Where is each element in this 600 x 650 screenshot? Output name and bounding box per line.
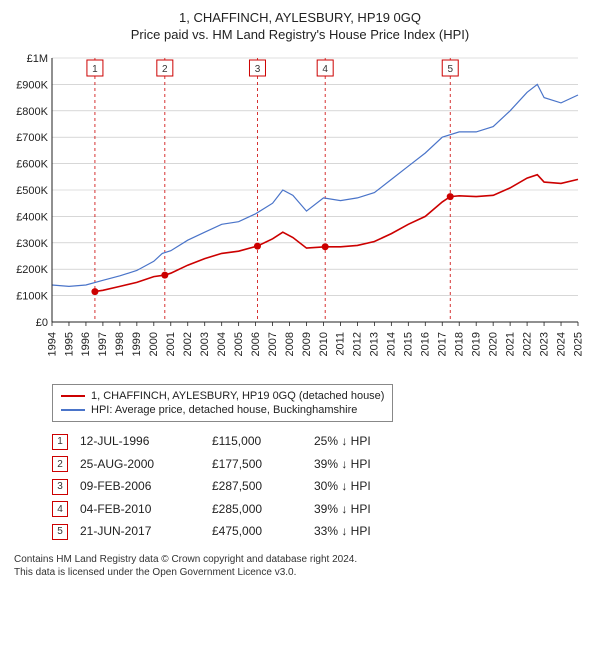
svg-text:2001: 2001 — [165, 332, 177, 356]
svg-text:2015: 2015 — [403, 332, 415, 356]
chart-legend: 1, CHAFFINCH, AYLESBURY, HP19 0GQ (detac… — [52, 384, 393, 422]
footer-line-1: Contains HM Land Registry data © Crown c… — [14, 553, 592, 566]
svg-text:1: 1 — [92, 64, 98, 75]
table-row: 2 25-AUG-2000£177,50039% ↓ HPI — [52, 453, 383, 476]
chart-svg: £0 £100K £200K £300K £400K £500K £600K £700K £80… — [8, 48, 588, 378]
marker-box: 5 — [52, 524, 68, 540]
transaction-dot — [254, 243, 261, 250]
svg-text:1999: 1999 — [131, 332, 143, 356]
svg-text:2000: 2000 — [148, 332, 160, 356]
svg-text:2011: 2011 — [335, 332, 347, 356]
svg-text:2006: 2006 — [250, 332, 262, 356]
svg-text:2023: 2023 — [538, 332, 550, 356]
svg-text:1997: 1997 — [97, 332, 109, 356]
transaction-dot — [91, 288, 98, 295]
legend-swatch — [61, 409, 85, 411]
svg-text:2003: 2003 — [199, 332, 211, 356]
footer-line-2: This data is licensed under the Open Gov… — [14, 566, 592, 579]
tx-date: 09-FEB-2006 — [80, 475, 212, 498]
svg-text:2024: 2024 — [555, 332, 567, 356]
svg-text:1995: 1995 — [63, 332, 75, 356]
marker-box: 2 — [52, 456, 68, 472]
svg-text:2014: 2014 — [386, 332, 398, 356]
tx-price: £177,500 — [212, 453, 314, 476]
svg-text:2: 2 — [162, 64, 168, 75]
footer-attribution: Contains HM Land Registry data © Crown c… — [14, 553, 592, 579]
tx-delta: 25% ↓ HPI — [314, 430, 383, 453]
svg-text:£600K: £600K — [16, 159, 48, 171]
svg-text:2022: 2022 — [521, 332, 533, 356]
svg-text:£500K: £500K — [16, 185, 48, 197]
transaction-dot — [447, 193, 454, 200]
page-subtitle: Price paid vs. HM Land Registry's House … — [8, 27, 592, 42]
svg-text:£300K: £300K — [16, 238, 48, 250]
legend-item: 1, CHAFFINCH, AYLESBURY, HP19 0GQ (detac… — [61, 389, 384, 403]
svg-text:£200K: £200K — [16, 264, 48, 276]
svg-text:3: 3 — [255, 64, 261, 75]
svg-text:2025: 2025 — [572, 332, 584, 356]
svg-text:£900K: £900K — [16, 79, 48, 91]
svg-text:1996: 1996 — [80, 332, 92, 356]
marker-box: 3 — [52, 479, 68, 495]
tx-price: £287,500 — [212, 475, 314, 498]
marker-box: 4 — [52, 501, 68, 517]
svg-text:2020: 2020 — [487, 332, 499, 356]
svg-text:2021: 2021 — [504, 332, 516, 356]
svg-text:£0: £0 — [36, 317, 48, 329]
tx-delta: 33% ↓ HPI — [314, 520, 383, 543]
svg-text:2013: 2013 — [369, 332, 381, 356]
svg-text:£1M: £1M — [27, 53, 48, 65]
tx-delta: 39% ↓ HPI — [314, 453, 383, 476]
svg-text:2010: 2010 — [318, 332, 330, 356]
svg-text:1998: 1998 — [114, 332, 126, 356]
price-chart: £0 £100K £200K £300K £400K £500K £600K £700K £80… — [8, 48, 592, 378]
legend-item: HPI: Average price, detached house, Buck… — [61, 403, 384, 417]
tx-price: £115,000 — [212, 430, 314, 453]
tx-price: £475,000 — [212, 520, 314, 543]
svg-text:1994: 1994 — [46, 332, 58, 356]
tx-delta: 39% ↓ HPI — [314, 498, 383, 521]
svg-text:2016: 2016 — [420, 332, 432, 356]
tx-price: £285,000 — [212, 498, 314, 521]
marker-box: 1 — [52, 434, 68, 450]
legend-label: HPI: Average price, detached house, Buck… — [91, 404, 357, 416]
svg-text:2017: 2017 — [437, 332, 449, 356]
page-title: 1, CHAFFINCH, AYLESBURY, HP19 0GQ — [8, 10, 592, 25]
svg-text:2009: 2009 — [301, 332, 313, 356]
svg-text:£400K: £400K — [16, 211, 48, 223]
svg-text:2018: 2018 — [454, 332, 466, 356]
tx-date: 04-FEB-2010 — [80, 498, 212, 521]
svg-text:2005: 2005 — [233, 332, 245, 356]
svg-text:2007: 2007 — [267, 332, 279, 356]
svg-text:£100K: £100K — [16, 291, 48, 303]
svg-text:2002: 2002 — [182, 332, 194, 356]
transaction-dot — [322, 243, 329, 250]
legend-swatch — [61, 395, 85, 397]
table-row: 5 21-JUN-2017£475,00033% ↓ HPI — [52, 520, 383, 543]
transaction-dot — [161, 272, 168, 279]
tx-date: 12-JUL-1996 — [80, 430, 212, 453]
tx-date: 21-JUN-2017 — [80, 520, 212, 543]
svg-text:2012: 2012 — [352, 332, 364, 356]
svg-text:5: 5 — [447, 64, 453, 75]
tx-date: 25-AUG-2000 — [80, 453, 212, 476]
svg-text:2019: 2019 — [470, 332, 482, 356]
table-row: 3 09-FEB-2006£287,50030% ↓ HPI — [52, 475, 383, 498]
svg-text:2004: 2004 — [216, 332, 228, 356]
table-row: 1 12-JUL-1996£115,00025% ↓ HPI — [52, 430, 383, 453]
table-row: 4 04-FEB-2010£285,00039% ↓ HPI — [52, 498, 383, 521]
transactions-table: 1 12-JUL-1996£115,00025% ↓ HPI 2 25-AUG-200… — [52, 430, 383, 543]
svg-text:£800K: £800K — [16, 106, 48, 118]
tx-delta: 30% ↓ HPI — [314, 475, 383, 498]
svg-text:2008: 2008 — [284, 332, 296, 356]
svg-text:£700K: £700K — [16, 132, 48, 144]
legend-label: 1, CHAFFINCH, AYLESBURY, HP19 0GQ (detac… — [91, 390, 384, 402]
svg-text:4: 4 — [322, 64, 328, 75]
